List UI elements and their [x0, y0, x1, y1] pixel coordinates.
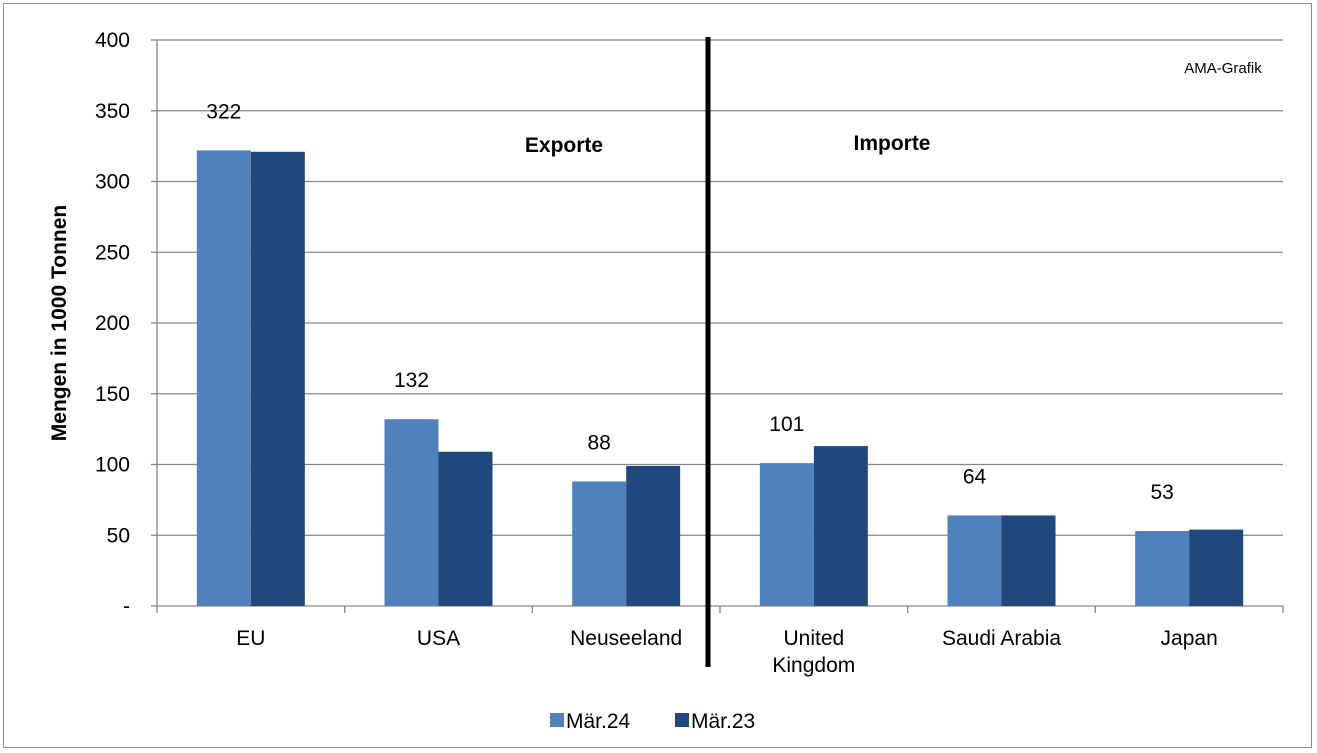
y-axis-label: Mengen in 1000 Tonnen: [48, 205, 71, 441]
x-category-label: USA: [417, 627, 460, 650]
bar-mar24: [759, 463, 814, 606]
x-category-label: Japan: [1161, 627, 1218, 650]
y-tick-label: 400: [95, 29, 130, 52]
x-category-label: Saudi Arabia: [942, 627, 1061, 650]
x-category-label: United Kingdom: [772, 627, 855, 677]
bar-mar24: [572, 481, 627, 606]
y-tick-label: 300: [95, 171, 130, 194]
bar-mar24: [947, 515, 1002, 606]
legend-swatch-mar23: [675, 713, 689, 727]
legend-swatch-mar24: [550, 713, 564, 727]
data-labels: 322 132 88 101 64 53: [206, 100, 1174, 504]
bar-mar23: [1001, 515, 1056, 606]
bar-mar23: [250, 151, 305, 606]
y-tick-label: 100: [95, 454, 130, 477]
y-tick-label: 50: [107, 524, 130, 547]
x-category-label: EU: [236, 627, 265, 650]
bar-mar23: [813, 446, 868, 606]
x-category-label: Neuseeland: [570, 627, 682, 650]
y-tick-label: 250: [95, 241, 130, 264]
bar-mar24: [1135, 531, 1190, 606]
data-label: 64: [963, 465, 987, 488]
x-axis-categories: EU USA Neuseeland United Kingdom Saudi Arabia…: [236, 627, 1218, 677]
bar-mar24: [196, 150, 251, 606]
y-tick-label: -: [123, 595, 130, 618]
exports-label: Exporte: [525, 134, 603, 157]
imports-label: Importe: [853, 132, 930, 155]
y-tick-label: 150: [95, 383, 130, 406]
data-label: 322: [206, 100, 241, 123]
credit-label: AMA-Grafik: [1184, 60, 1262, 77]
data-label: 132: [394, 369, 429, 392]
bar-mar23: [1189, 529, 1244, 606]
data-label: 101: [769, 413, 804, 436]
bar-mar24: [384, 419, 439, 606]
gridlines: [151, 39, 1284, 613]
y-tick-label: 350: [95, 100, 130, 123]
legend: Mär.24 Mär.23: [550, 710, 755, 733]
bars: [196, 150, 1244, 606]
legend-label-mar23: Mär.23: [691, 710, 755, 733]
data-label: 53: [1150, 481, 1173, 504]
y-axis-ticks: - 50 100 150 200 250 300 350 400: [95, 29, 130, 618]
bar-mar23: [438, 451, 493, 606]
legend-label-mar24: Mär.24: [566, 710, 631, 733]
bar-mar23: [626, 465, 681, 606]
y-tick-label: 200: [95, 312, 130, 335]
data-label: 88: [587, 431, 610, 454]
